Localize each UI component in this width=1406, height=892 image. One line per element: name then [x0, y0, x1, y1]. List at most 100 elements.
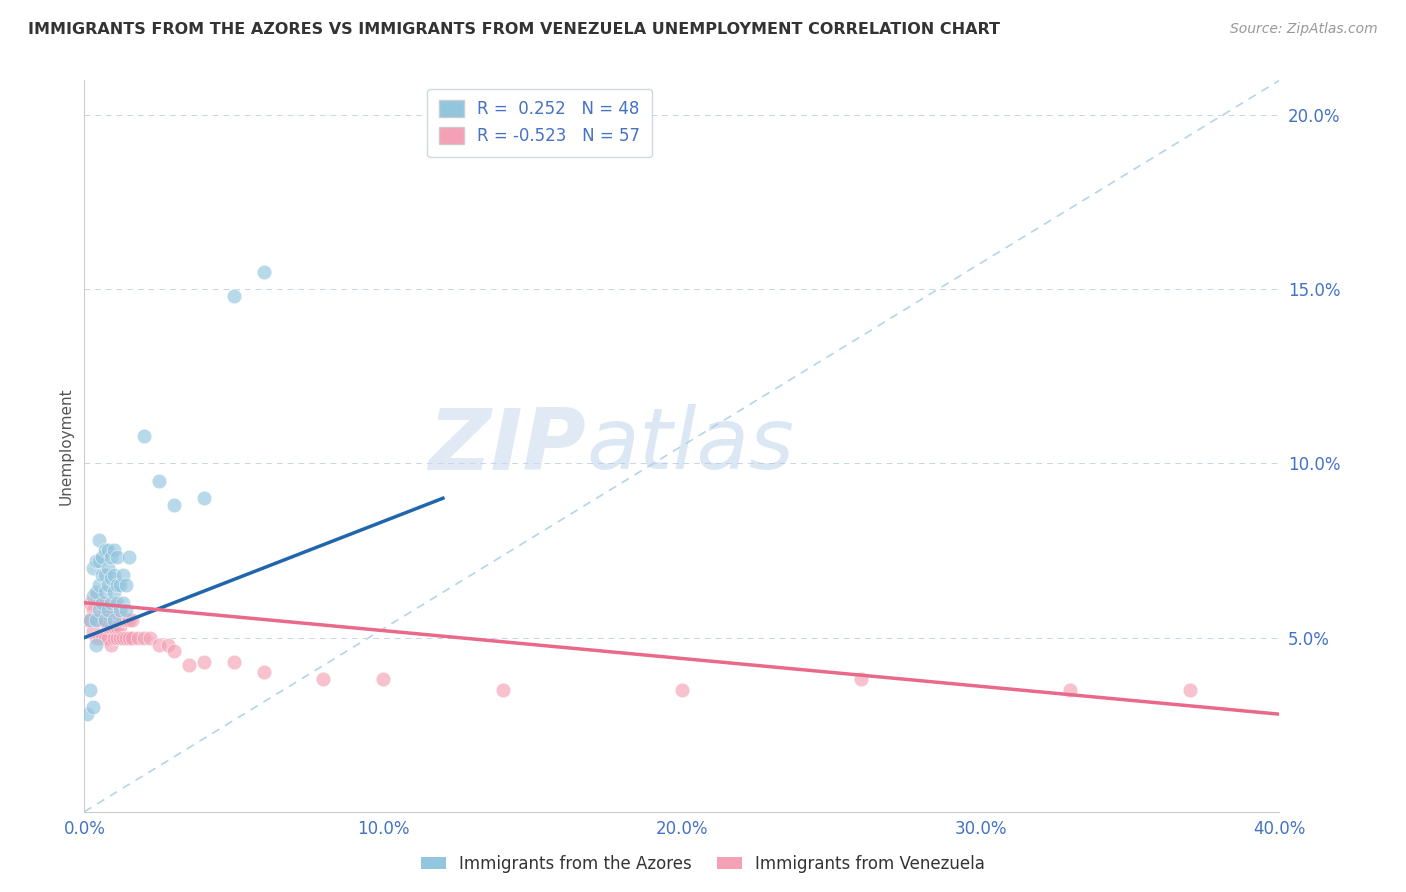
- Text: IMMIGRANTS FROM THE AZORES VS IMMIGRANTS FROM VENEZUELA UNEMPLOYMENT CORRELATION: IMMIGRANTS FROM THE AZORES VS IMMIGRANTS…: [28, 22, 1000, 37]
- Point: [148, 638, 170, 652]
- Point: [94, 613, 117, 627]
- Point: [148, 474, 170, 488]
- Point: [82, 589, 104, 603]
- Point: [177, 658, 200, 673]
- Point: [127, 631, 149, 645]
- Point: [89, 596, 111, 610]
- Point: [94, 567, 117, 582]
- Point: [132, 631, 156, 645]
- Point: [86, 589, 108, 603]
- Point: [115, 631, 138, 645]
- Point: [253, 265, 276, 279]
- Point: [89, 631, 111, 645]
- Point: [121, 631, 143, 645]
- Point: [100, 571, 122, 585]
- Point: [139, 631, 162, 645]
- Point: [222, 655, 245, 669]
- Point: [110, 578, 132, 592]
- Point: [94, 613, 117, 627]
- Point: [115, 603, 138, 617]
- Point: [97, 578, 120, 592]
- Point: [112, 631, 135, 645]
- Point: [100, 620, 122, 634]
- Point: [89, 578, 111, 592]
- Point: [100, 550, 122, 565]
- Point: [112, 596, 135, 610]
- Point: [94, 603, 117, 617]
- Point: [86, 585, 108, 599]
- Point: [671, 682, 693, 697]
- Point: [76, 613, 98, 627]
- Point: [91, 631, 114, 645]
- Point: [157, 638, 180, 652]
- Point: [105, 606, 128, 620]
- Point: [103, 620, 125, 634]
- Point: [91, 567, 114, 582]
- Point: [82, 624, 104, 638]
- Point: [492, 682, 515, 697]
- Point: [193, 655, 215, 669]
- Point: [100, 638, 122, 652]
- Point: [97, 603, 120, 617]
- Point: [91, 596, 114, 610]
- Point: [103, 543, 125, 558]
- Point: [105, 631, 128, 645]
- Point: [118, 631, 141, 645]
- Point: [86, 613, 108, 627]
- Point: [97, 561, 120, 575]
- Point: [105, 578, 128, 592]
- Point: [100, 603, 122, 617]
- Point: [121, 613, 143, 627]
- Point: [105, 620, 128, 634]
- Point: [91, 596, 114, 610]
- Point: [91, 550, 114, 565]
- Point: [105, 596, 128, 610]
- Point: [89, 603, 111, 617]
- Point: [1178, 682, 1201, 697]
- Point: [115, 613, 138, 627]
- Point: [103, 596, 125, 610]
- Point: [79, 613, 101, 627]
- Point: [118, 550, 141, 565]
- Point: [91, 613, 114, 627]
- Point: [79, 613, 101, 627]
- Point: [89, 554, 111, 568]
- Point: [118, 613, 141, 627]
- Point: [163, 644, 186, 658]
- Point: [76, 707, 98, 722]
- Point: [103, 567, 125, 582]
- Point: [86, 631, 108, 645]
- Legend: R =  0.252   N = 48, R = -0.523   N = 57: R = 0.252 N = 48, R = -0.523 N = 57: [427, 88, 652, 157]
- Point: [86, 554, 108, 568]
- Point: [115, 578, 138, 592]
- Point: [79, 596, 101, 610]
- Point: [94, 543, 117, 558]
- Point: [103, 585, 125, 599]
- Text: atlas: atlas: [586, 404, 794, 488]
- Point: [312, 673, 335, 687]
- Point: [132, 428, 156, 442]
- Text: ZIP: ZIP: [429, 404, 586, 488]
- Point: [82, 561, 104, 575]
- Point: [253, 665, 276, 680]
- Point: [89, 613, 111, 627]
- Point: [103, 631, 125, 645]
- Point: [110, 631, 132, 645]
- Point: [373, 673, 395, 687]
- Point: [110, 620, 132, 634]
- Y-axis label: Unemployment: Unemployment: [58, 387, 73, 505]
- Point: [82, 700, 104, 714]
- Point: [89, 533, 111, 547]
- Point: [79, 682, 101, 697]
- Point: [97, 620, 120, 634]
- Point: [112, 613, 135, 627]
- Point: [1059, 682, 1081, 697]
- Point: [193, 491, 215, 506]
- Point: [86, 638, 108, 652]
- Point: [103, 613, 125, 627]
- Point: [222, 289, 245, 303]
- Point: [110, 603, 132, 617]
- Text: Source: ZipAtlas.com: Source: ZipAtlas.com: [1230, 22, 1378, 37]
- Point: [100, 596, 122, 610]
- Point: [86, 613, 108, 627]
